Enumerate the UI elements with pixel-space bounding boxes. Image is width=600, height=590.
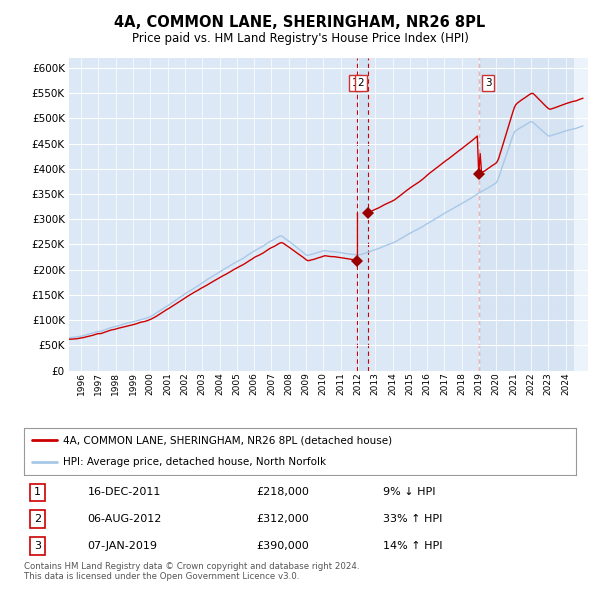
Text: 07-JAN-2019: 07-JAN-2019 [88, 541, 157, 551]
Text: 1: 1 [34, 487, 41, 497]
Text: £312,000: £312,000 [256, 514, 308, 525]
Text: £390,000: £390,000 [256, 541, 308, 551]
Text: £218,000: £218,000 [256, 487, 309, 497]
Text: 3: 3 [34, 541, 41, 551]
Text: Price paid vs. HM Land Registry's House Price Index (HPI): Price paid vs. HM Land Registry's House … [131, 32, 469, 45]
Text: 1: 1 [352, 78, 358, 88]
Bar [357, 58, 368, 371]
Text: 3: 3 [485, 78, 491, 88]
Bar [479, 58, 574, 371]
Text: HPI: Average price, detached house, North Norfolk: HPI: Average price, detached house, Nort… [62, 457, 326, 467]
Bar [574, 58, 588, 371]
Text: 2: 2 [358, 78, 364, 88]
Text: This data is licensed under the Open Government Licence v3.0.: This data is licensed under the Open Gov… [24, 572, 299, 581]
Text: 33% ↑ HPI: 33% ↑ HPI [383, 514, 442, 525]
Text: 4A, COMMON LANE, SHERINGHAM, NR26 8PL: 4A, COMMON LANE, SHERINGHAM, NR26 8PL [115, 15, 485, 30]
Text: Contains HM Land Registry data © Crown copyright and database right 2024.: Contains HM Land Registry data © Crown c… [24, 562, 359, 571]
Text: 06-AUG-2012: 06-AUG-2012 [88, 514, 162, 525]
Text: 4A, COMMON LANE, SHERINGHAM, NR26 8PL (detached house): 4A, COMMON LANE, SHERINGHAM, NR26 8PL (d… [62, 435, 392, 445]
Text: 9% ↓ HPI: 9% ↓ HPI [383, 487, 436, 497]
Text: 16-DEC-2011: 16-DEC-2011 [88, 487, 161, 497]
Bar [574, 58, 588, 371]
Text: 2: 2 [34, 514, 41, 525]
Text: 14% ↑ HPI: 14% ↑ HPI [383, 541, 442, 551]
